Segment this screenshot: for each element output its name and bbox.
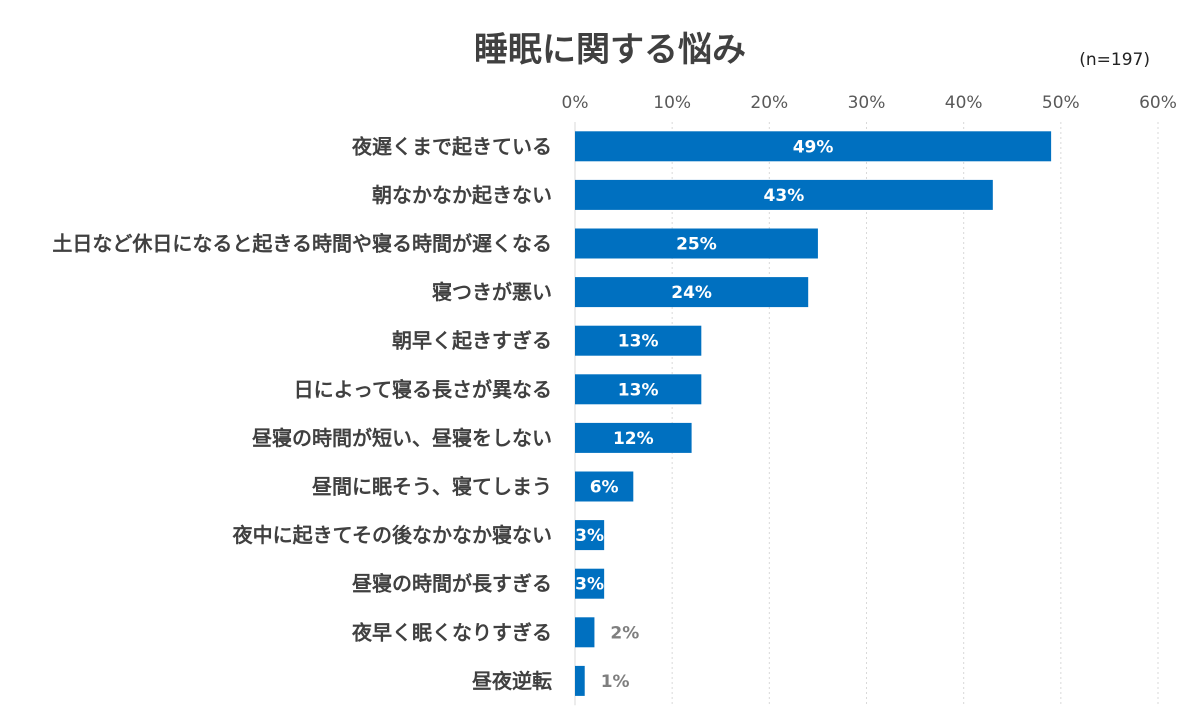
data-label: 12%: [613, 429, 654, 449]
x-tick-label: 0%: [562, 93, 589, 113]
bar: [575, 471, 634, 502]
bar: [575, 374, 702, 405]
data-label: 24%: [671, 283, 712, 303]
bar: [575, 422, 692, 453]
category-label: 日によって寝る長さが異なる: [294, 377, 552, 401]
category-label: 朝なかなか起きない: [372, 183, 552, 207]
category-label: 夜早く眠くなりすぎる: [351, 620, 552, 644]
bar: [575, 131, 1052, 162]
data-label: 3%: [575, 575, 604, 595]
category-label: 土日など休日になると起きる時間や寝る時間が遅くなる: [52, 232, 552, 256]
category-label: 寝つきが悪い: [432, 280, 552, 304]
category-label: 夜遅くまで起きている: [351, 134, 552, 158]
category-label: 昼寝の時間が短い、昼寝をしない: [252, 426, 552, 450]
data-label: 3%: [575, 526, 604, 546]
category-label: 昼間に眠そう、寝てしまう: [312, 475, 552, 499]
x-tick-label: 30%: [848, 93, 886, 113]
x-tick-label: 60%: [1139, 93, 1177, 113]
x-tick-label: 20%: [750, 93, 788, 113]
category-label: 昼夜逆転: [472, 669, 552, 693]
data-label: 6%: [590, 478, 619, 498]
bar: [575, 568, 605, 599]
bar: [575, 228, 818, 259]
category-label: 朝早く起きすぎる: [392, 329, 552, 353]
x-tick-label: 50%: [1042, 93, 1080, 113]
category-label: 昼寝の時間が長すぎる: [352, 572, 552, 596]
x-tick-label: 40%: [945, 93, 983, 113]
bar: [575, 325, 702, 356]
data-label: 2%: [610, 623, 639, 643]
chart-title: 睡眠に関する悩み: [474, 30, 746, 70]
data-label: 1%: [601, 672, 630, 692]
data-label: 13%: [618, 380, 659, 400]
x-tick-label: 10%: [653, 93, 691, 113]
data-label: 49%: [793, 137, 834, 157]
category-label: 夜中に起きてその後なかなか寝ない: [232, 523, 552, 547]
data-label: 43%: [764, 186, 805, 206]
bar: [575, 179, 993, 210]
bar: [575, 665, 585, 696]
data-label: 13%: [618, 332, 659, 352]
bar: [575, 520, 605, 551]
data-label: 25%: [676, 235, 717, 255]
sample-size-note: (n=197): [1079, 50, 1150, 70]
bar: [575, 617, 595, 648]
bar: [575, 277, 809, 308]
